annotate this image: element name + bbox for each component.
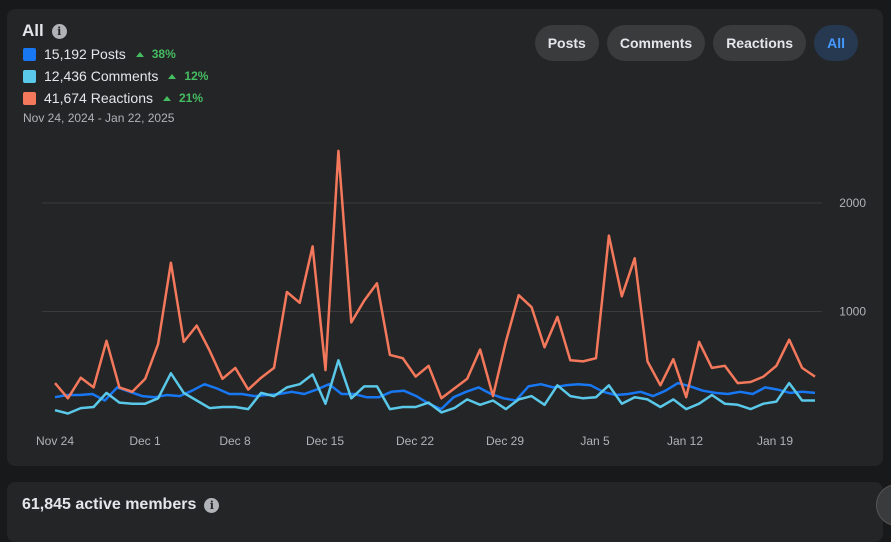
posts-swatch [23, 47, 36, 61]
reactions-label: Reactions [90, 90, 153, 106]
x-tick-label: Dec 8 [219, 434, 251, 448]
reactions-swatch [23, 91, 36, 105]
comments-label: Comments [90, 68, 159, 84]
card-header: All i [22, 21, 67, 41]
activity-card: All i 15,192 Posts 38% 12,436 Comments 1… [7, 9, 883, 466]
reactions-change-value: 21% [178, 91, 204, 105]
up-arrow-icon [168, 73, 177, 79]
legend-item-comments: 12,436 Comments 12% [23, 65, 208, 87]
x-tick-label: Dec 22 [396, 434, 434, 448]
x-tick-label: Dec 15 [306, 434, 344, 448]
comments-swatch [23, 69, 36, 83]
members-card: 61,845 active members i [7, 482, 883, 542]
reactions-value: 41,674 [44, 90, 87, 106]
legend-item-posts: 15,192 Posts 38% [23, 43, 208, 65]
comments-change-value: 12% [184, 69, 209, 83]
x-tick-label: Jan 5 [580, 434, 610, 448]
filter-buttons: Posts Comments Reactions All [534, 25, 858, 61]
posts-label: Posts [90, 46, 126, 62]
x-tick-label: Dec 1 [129, 434, 161, 448]
series-line-comments [54, 359, 815, 415]
line-chart: 1000 2000 Nov 24 Dec 1 Dec 8 Dec 15 Dec 22 Dec … [36, 149, 866, 448]
card-title: All [22, 21, 44, 40]
date-range: Nov 24, 2024 - Jan 22, 2025 [23, 111, 175, 125]
filter-posts-button[interactable]: Posts [534, 25, 599, 61]
x-tick-label: Nov 24 [36, 434, 74, 448]
x-tick-label: Jan 12 [667, 434, 703, 448]
filter-all-button[interactable]: All [814, 25, 858, 61]
x-tick-label: Dec 29 [486, 434, 524, 448]
posts-change: 38% [135, 47, 176, 61]
y-tick-label: 2000 [839, 196, 866, 210]
series-line-reactions [54, 149, 816, 400]
y-tick-label: 1000 [839, 305, 866, 319]
info-icon[interactable]: i [51, 23, 67, 39]
comments-change: 12% [168, 69, 208, 83]
series-line-posts [54, 381, 816, 411]
posts-change-value: 38% [151, 47, 176, 61]
filter-comments-button[interactable]: Comments [606, 25, 706, 61]
members-header: 61,845 active members i [22, 496, 220, 514]
reactions-change: 21% [162, 91, 204, 105]
up-arrow-icon [135, 51, 144, 57]
info-icon[interactable]: i [204, 497, 220, 513]
x-tick-label: Jan 19 [757, 434, 793, 448]
legend-item-reactions: 41,674 Reactions 21% [23, 87, 208, 109]
posts-value: 15,192 [44, 46, 87, 62]
up-arrow-icon [162, 95, 171, 101]
comments-value: 12,436 [44, 68, 87, 84]
legend: 15,192 Posts 38% 12,436 Comments 12% 41,… [23, 43, 208, 109]
filter-reactions-button[interactable]: Reactions [713, 25, 807, 61]
members-title: 61,845 active members [22, 496, 197, 513]
